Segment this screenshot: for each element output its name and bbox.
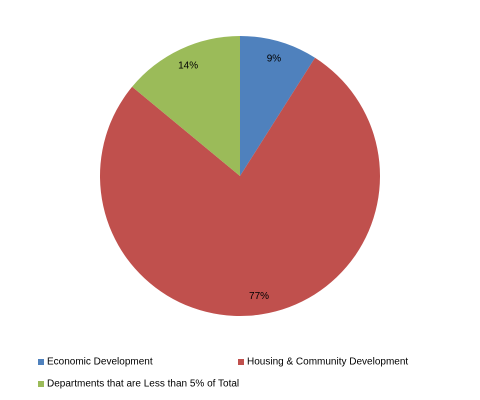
legend-label: Housing & Community Development: [247, 357, 408, 368]
legend-swatch: [38, 381, 44, 387]
data-label: 14%: [178, 60, 198, 71]
legend-swatch: [238, 359, 244, 365]
data-label: 9%: [267, 54, 282, 65]
pie-slice: [99, 57, 380, 316]
legend-label: Departments that are Less than 5% of Tot…: [47, 379, 239, 390]
data-label: 77%: [249, 291, 269, 302]
legend-label: Economic Development: [47, 357, 153, 368]
pie-slice: [132, 36, 240, 176]
legend-swatch: [38, 359, 44, 365]
pie-slice: [240, 36, 316, 176]
